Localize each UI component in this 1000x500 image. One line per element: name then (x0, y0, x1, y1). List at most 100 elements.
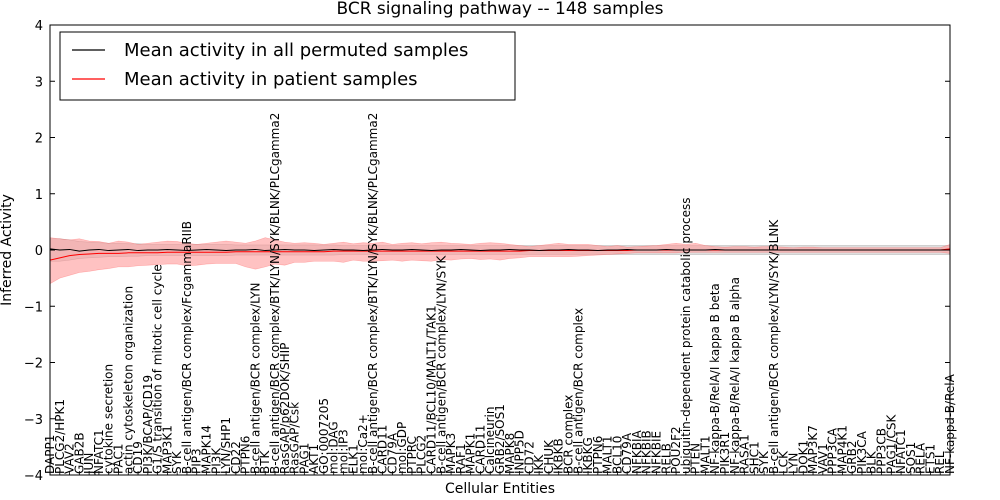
category-label: LYN (786, 453, 800, 474)
category-label: CD22 (229, 441, 243, 474)
category-label: GRB2/SOS1 (493, 404, 507, 474)
category-label: INPP5D (513, 430, 527, 474)
category-label: G1/S transition of mitotic cell cycle (151, 264, 165, 474)
x-axis-label: Cellular Entities (445, 481, 555, 497)
category-label: SYK (170, 450, 184, 474)
category-label: CHUK (542, 439, 556, 474)
category-label: AKT1 (307, 444, 321, 474)
y-tick-label: −2 (24, 357, 43, 372)
category-label: VAV2 (63, 443, 77, 474)
category-label: mol:Ca2+ (356, 414, 370, 474)
category-label: ETS1 (923, 444, 937, 474)
category-label: cytokine secretion (102, 364, 116, 474)
legend-box (59, 31, 516, 101)
category-label: CD79A (385, 432, 399, 474)
category-label: GO:0007205 (317, 398, 331, 474)
category-label: NFKBIE (650, 431, 664, 474)
category-label: IKK (532, 454, 546, 474)
category-label: B-cell antigen/BCR complex/LYN/SYK (434, 254, 448, 474)
category-label: PIK3CA (855, 430, 869, 474)
category-label: SHC1 (747, 441, 761, 474)
legend: Mean activity in all permuted samples Mea… (59, 31, 516, 101)
category-label: JUN (82, 453, 96, 475)
category-label: PLCG2 (415, 435, 429, 474)
category-label: B-cell antigen/BCR complex/FcgammaRIIB (180, 221, 194, 474)
category-label: BLK (865, 450, 879, 474)
category-label: RasGAP/Csk (288, 402, 302, 474)
category-label: GRB2 (845, 440, 859, 474)
category-label: MALT1 (601, 435, 615, 474)
category-label: ELK1 (346, 444, 360, 474)
series-lines (49, 248, 951, 261)
legend-label-patient: Mean activity in patient samples (124, 69, 418, 90)
category-label: DOK1 (796, 440, 810, 474)
category-label: mol:IP3 (336, 429, 350, 474)
plot-frame (49, 24, 951, 476)
category-label: MAP3K1 (160, 425, 174, 474)
category-label: Calcineurin (483, 407, 497, 474)
category-label: CARD11/BCL10/MALT1/TAK1 (425, 305, 439, 474)
category-label: B-cell antigen/BCR complex/LYN/SYK/BLNK (767, 219, 781, 474)
category-label: GAB2B (72, 432, 86, 474)
series-line-permuted (49, 248, 950, 252)
category-label: BCR complex (561, 395, 575, 474)
y-tick-label: −3 (24, 413, 43, 428)
category-label: mol:DAG (327, 421, 341, 474)
category-label: VAV1 (816, 443, 830, 474)
category-label: ubiquitin-dependent protein catabolic pr… (679, 198, 693, 474)
y-axis-label: Inferred Activity (0, 194, 15, 306)
category-label: B-cell antigen/BCR complex (571, 308, 585, 474)
category-label: PIP3 (190, 448, 204, 474)
category-label: CARD11 (473, 425, 487, 474)
category-label: PTPN6 (591, 436, 605, 474)
category-label: mol:GDP (395, 422, 409, 474)
category-label: NFATC1 (92, 429, 106, 474)
category-label: PTPRC (405, 436, 419, 474)
category-label: REL (933, 451, 947, 474)
category-label: PIK3R1 (718, 432, 732, 474)
y-tick-label: 4 (35, 19, 43, 34)
category-label: RASA1 (738, 434, 752, 474)
category-label: POU2F2 (669, 426, 683, 474)
category-label: B-cell antigen/BCR complex/BTK/LYN/SYK/B… (268, 113, 282, 474)
category-label: PAG1/CSK (884, 414, 898, 474)
category-label: B-cell antigen/BCR complex/LYN (248, 282, 262, 474)
category-label: NFKBIB (640, 430, 654, 474)
category-label: MAP4K1 (835, 425, 849, 474)
y-tick-label: 0 (35, 244, 43, 259)
category-label: LYN/SHP1 (219, 417, 233, 474)
y-tick-label: 2 (35, 132, 43, 147)
category-label: SYK (757, 450, 771, 474)
category-label: CD19 (131, 441, 145, 474)
category-label: IKBKG (581, 437, 595, 474)
y-ticks: −4 −3 −2 −1 0 1 2 3 4 (24, 19, 950, 484)
category-label: PI3K/BCAP/CD19 (141, 375, 155, 474)
category-label: actin cytoskeleton organization (121, 286, 135, 474)
category-labels: DAPP1PLCG2/HPK1VAV2GAB2BJUNNFATC1cytokin… (43, 113, 957, 475)
category-label: NF-kappa-B/RelA/I kappa B alpha (728, 277, 742, 474)
category-label: NFATC1 (894, 429, 908, 474)
legend-label-permuted: Mean activity in all permuted samples (124, 40, 468, 61)
category-label: PTPN6 (239, 436, 253, 474)
category-label: SOS1 (904, 442, 918, 474)
category-label: PAC1 (111, 444, 125, 474)
category-label: BCL10 (610, 436, 624, 474)
category-label: PAG1 (297, 443, 311, 474)
category-label: PI3K (209, 447, 223, 474)
y-tick-label: −4 (24, 469, 43, 484)
category-label: PTEN (689, 443, 703, 474)
category-label: PPP3CA (826, 427, 840, 474)
category-label: RELA (914, 442, 928, 474)
category-label: CD79A (620, 432, 634, 474)
category-label: MAP3K7 (806, 425, 820, 474)
chart-title: BCR signaling pathway -- 148 samples (336, 0, 663, 19)
category-label: RasGAP/p62DOK/SHIP (278, 343, 292, 474)
category-label: PPP3CB (875, 428, 889, 474)
category-label: CARD11 (376, 425, 390, 474)
category-label: RAF1 (454, 443, 468, 474)
category-label: IKBKB (552, 438, 566, 474)
y-tick-label: 3 (35, 75, 43, 90)
category-label: PLCG2/HPK1 (53, 399, 67, 474)
category-label: NF-kappa-B/RelA/I kappa B beta (708, 283, 722, 474)
category-label: LCK (777, 450, 791, 474)
